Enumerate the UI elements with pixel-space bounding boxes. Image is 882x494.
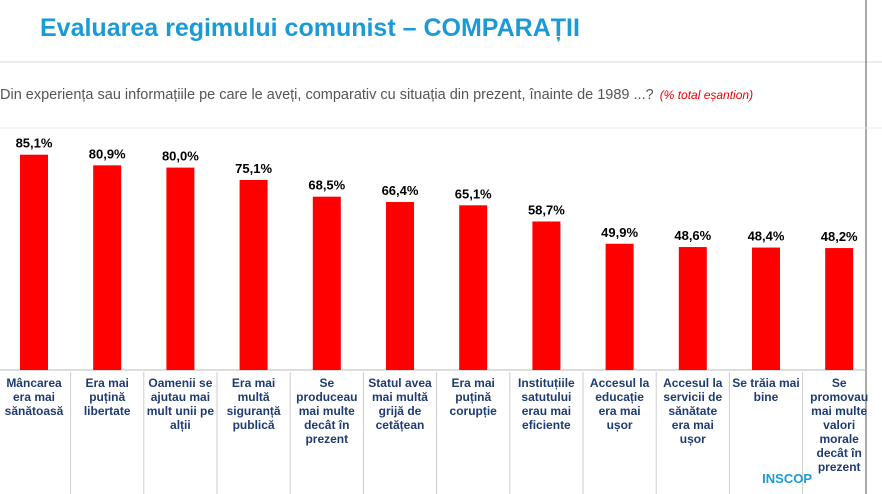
- bar: [678, 247, 707, 370]
- value-label: 48,4%: [748, 229, 785, 244]
- bar: [312, 196, 341, 370]
- bar: [532, 221, 561, 370]
- source-logo: INSCOP: [762, 471, 812, 486]
- value-label: 75,1%: [235, 161, 272, 176]
- x-tick-label: Oamenii se ajutau mai mult unii pe alții: [146, 376, 215, 432]
- bar: [386, 202, 414, 370]
- x-tick-label: Mâncarea era mai sănătoasă: [4, 376, 64, 418]
- value-label: 48,6%: [674, 228, 711, 243]
- bar: [93, 165, 122, 370]
- x-tick-label: Se trăia mai bine: [732, 376, 800, 404]
- bar: [239, 179, 268, 370]
- value-label: 58,7%: [528, 202, 565, 217]
- x-tick-label: Era mai multă siguranță publică: [226, 376, 281, 432]
- x-tick-label: Se promovau mai multe valori morale decâ…: [810, 376, 869, 474]
- bar: [752, 247, 780, 370]
- value-label: 48,2%: [821, 229, 858, 244]
- value-label: 80,0%: [162, 149, 199, 164]
- x-tick-label: Statul avea mai multă grijă de cetățean: [368, 376, 432, 432]
- bar: [166, 167, 195, 370]
- bar: [20, 154, 48, 370]
- value-label: 85,1%: [16, 136, 53, 151]
- value-label: 80,9%: [89, 146, 126, 161]
- value-label: 68,5%: [308, 178, 345, 193]
- note: (% total eșantion): [659, 88, 754, 102]
- bar: [459, 205, 488, 370]
- value-label: 66,4%: [382, 183, 419, 198]
- x-tick-label: Se produceau mai multe decât în prezent: [296, 376, 358, 446]
- bar: [605, 243, 634, 370]
- subtitle: Din experiența sau informațiile pe care …: [0, 87, 654, 103]
- x-tick-label: Era mai puțină libertate: [83, 376, 131, 418]
- x-tick-label: Instituțiile satutului erau mai eficient…: [518, 376, 575, 432]
- value-label: 49,9%: [601, 225, 638, 240]
- bar: [825, 248, 854, 370]
- chart-title: Evaluarea regimului comunist – COMPARAȚI…: [40, 14, 580, 42]
- value-label: 65,1%: [455, 186, 492, 201]
- x-tick-label: Accesul la educație era mai ușor: [589, 376, 650, 432]
- x-tick-label: Accesul la servicii de sănătate era mai …: [663, 376, 723, 446]
- subtitle-row: Din experiența sau informațiile pe care …: [0, 87, 753, 103]
- x-tick-label: Era mai puțină corupție: [449, 376, 497, 418]
